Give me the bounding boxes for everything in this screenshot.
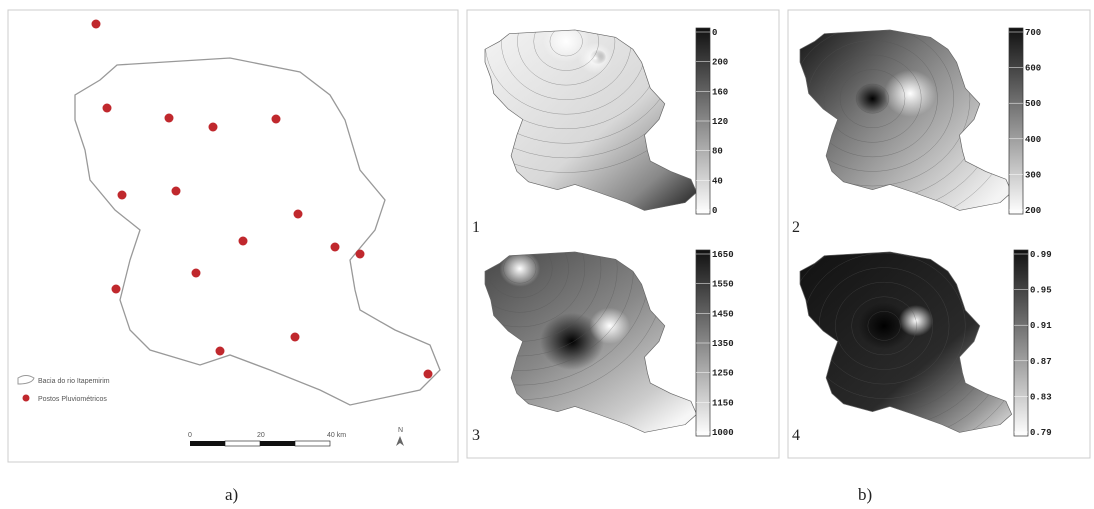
colorbar-label: 0	[712, 28, 717, 38]
colorbar-label: 700	[1025, 28, 1041, 38]
colorbar-label: 500	[1025, 99, 1041, 109]
colorbar-label: 80	[712, 147, 723, 157]
station-dot	[91, 19, 101, 29]
station-dot	[355, 249, 365, 259]
colorbar-label: 1450	[712, 309, 734, 319]
rain-stations	[91, 19, 433, 379]
colorbar-label: 1550	[712, 280, 734, 290]
caption-b: b)	[858, 485, 872, 504]
colorbar-label: 1350	[712, 339, 734, 349]
station-dot	[208, 122, 218, 132]
north-label: N	[398, 427, 403, 434]
contour-line	[851, 296, 917, 356]
contour-line	[818, 267, 950, 385]
map-number: 2	[792, 219, 800, 236]
contour-line	[835, 281, 934, 370]
colorbar-label: 1150	[712, 398, 734, 408]
station-dot	[423, 369, 433, 379]
contour-line	[799, 29, 971, 187]
legend-station-symbol	[22, 394, 30, 402]
contour-blob	[858, 302, 911, 350]
station-dot	[290, 332, 300, 342]
station-dot	[111, 284, 121, 294]
station-dot	[117, 190, 127, 200]
legend-basin: Bacia do rio Itapemirim	[38, 378, 110, 385]
map-number: 1	[472, 219, 480, 236]
colorbar	[1008, 27, 1024, 215]
station-dot	[102, 103, 112, 113]
legend-station: Postos Pluviométricos	[38, 396, 107, 403]
scale-label: 40 km	[327, 432, 346, 439]
colorbar-label: 200	[712, 58, 728, 68]
contour-blob	[577, 42, 613, 74]
scale-label: 0	[188, 432, 192, 439]
colorbar-label: 600	[1025, 64, 1041, 74]
contour-line	[867, 311, 901, 341]
contour-line	[484, 29, 697, 173]
colorbar-label: 160	[712, 87, 728, 97]
station-dot	[238, 236, 248, 246]
contour-line	[533, 29, 599, 71]
colorbar-label: 0	[712, 206, 717, 216]
contour-line	[517, 29, 616, 86]
contour-line	[856, 83, 889, 114]
colorbar-label: 0.95	[1030, 286, 1052, 296]
colorbar-label: 0.87	[1030, 357, 1052, 367]
legend-basin-symbol	[17, 375, 35, 385]
panel-a-frame	[7, 9, 459, 463]
colorbar-label: 200	[1025, 206, 1041, 216]
contour-blob	[540, 312, 604, 371]
colorbar-label: 1000	[712, 428, 734, 438]
station-dot	[293, 209, 303, 219]
colorbar-label: 1250	[712, 369, 734, 379]
colorbar-label: 0.83	[1030, 392, 1052, 402]
colorbar-label: 0.79	[1030, 428, 1052, 438]
contour-line	[484, 251, 585, 328]
station-dot	[330, 242, 340, 252]
map-number: 4	[792, 427, 800, 444]
map-number: 3	[472, 427, 480, 444]
contour-line	[823, 54, 922, 143]
station-dot	[191, 268, 201, 278]
contour-line	[484, 251, 569, 313]
caption-a: a)	[225, 485, 238, 504]
colorbar-label: 40	[712, 176, 723, 186]
colorbar-label: 400	[1025, 135, 1041, 145]
contour-blob	[855, 83, 890, 115]
contour-blob	[499, 251, 541, 287]
contour-line	[484, 251, 618, 357]
scale-label: 20	[257, 432, 265, 439]
contour-line	[839, 69, 906, 128]
scale-bar	[190, 440, 331, 447]
colorbar-label: 0.99	[1030, 250, 1052, 260]
station-dot	[215, 346, 225, 356]
contour-blob	[884, 70, 937, 117]
station-dot	[271, 114, 281, 124]
station-dot	[164, 113, 174, 123]
colorbar-label: 300	[1025, 170, 1041, 180]
contour-line	[549, 29, 583, 57]
contour-line	[799, 29, 954, 172]
colorbar-label: 1650	[712, 250, 734, 260]
colorbar	[1013, 249, 1029, 437]
station-dot	[171, 186, 181, 196]
north-arrow	[396, 436, 404, 446]
colorbar-label: 0.91	[1030, 321, 1052, 331]
colorbar-label: 120	[712, 117, 728, 127]
